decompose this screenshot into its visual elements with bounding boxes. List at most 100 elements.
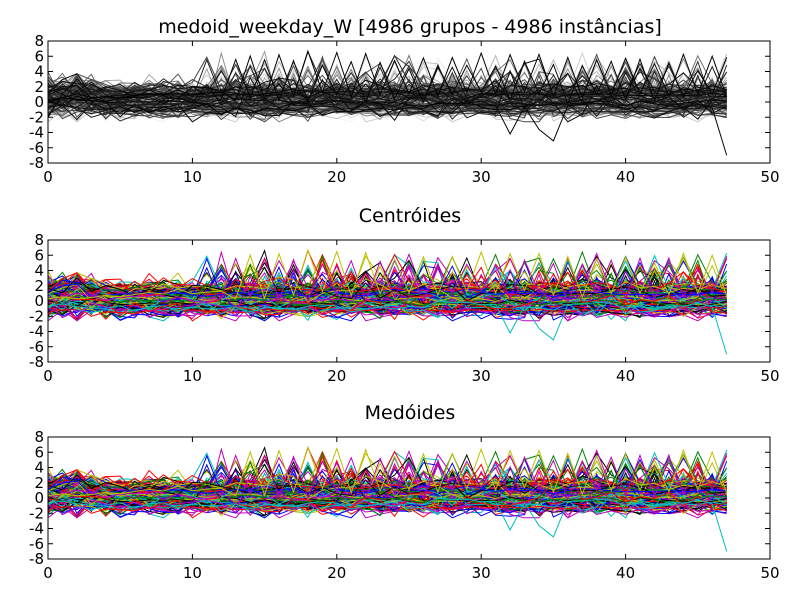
series-line (47, 446, 727, 500)
y-tick-label: 0 (34, 292, 44, 310)
series-line (47, 460, 727, 507)
series-line (47, 256, 728, 304)
chart-panel-3: Medóides 8 6 4 2 0 -2 -4 -6 -8 0 10 20 3… (29, 402, 780, 582)
x-tick-label: 40 (616, 168, 635, 186)
y-tick-label: -8 (29, 353, 44, 371)
y-tick-label: -4 (29, 323, 44, 341)
series-line (47, 271, 727, 322)
y-tick-label: -8 (29, 550, 44, 568)
y-tick-label: -6 (29, 535, 44, 553)
series-line (47, 73, 727, 119)
series-lines-2 (47, 248, 728, 355)
y-tick-label: -2 (29, 108, 44, 126)
series-line (47, 478, 727, 504)
series-line (47, 272, 727, 318)
series-line (47, 497, 728, 552)
series-line (47, 249, 727, 303)
x-tick-label: 40 (616, 564, 635, 582)
x-tick-label: 10 (183, 367, 202, 385)
series-line (47, 460, 727, 516)
series-line (47, 64, 727, 120)
y-tick-labels-3: 8 6 4 2 0 -2 -4 -6 -8 (29, 428, 44, 568)
series-line (47, 72, 727, 123)
y-tick-label: 6 (34, 47, 44, 65)
chart-panel-1: medoid_weekday_W [4986 grupos - 4986 ins… (29, 16, 780, 186)
y-tick-label: 4 (34, 262, 44, 280)
y-tick-label: 2 (34, 78, 44, 96)
y-tick-label: 8 (34, 32, 44, 50)
x-tick-label: 10 (183, 564, 202, 582)
series-line (47, 82, 727, 108)
x-tick-labels-3: 0 10 20 30 40 50 (43, 564, 779, 582)
series-lines-3 (47, 445, 728, 552)
series-line (47, 101, 728, 156)
y-tick-labels-1: 8 6 4 2 0 -2 -4 -6 -8 (29, 32, 44, 172)
series-line (47, 272, 727, 317)
y-tick-label: 2 (34, 474, 44, 492)
series-line (47, 468, 727, 519)
series-line (47, 470, 727, 519)
series-line (47, 74, 727, 123)
x-tick-label: 50 (760, 564, 779, 582)
axes-frame-2 (47, 239, 771, 363)
series-line (47, 456, 728, 503)
x-tick-label: 20 (327, 564, 346, 582)
y-tick-labels-2: 8 6 4 2 0 -2 -4 -6 -8 (29, 231, 44, 371)
x-tick-label: 20 (327, 168, 346, 186)
series-line (47, 453, 728, 501)
series-line (47, 57, 728, 105)
series-line (47, 65, 728, 110)
x-tick-label: 0 (43, 367, 53, 385)
x-tick-labels-2: 0 10 20 30 40 50 (43, 367, 779, 385)
x-tick-label: 20 (327, 367, 346, 385)
y-tick-label: -6 (29, 338, 44, 356)
x-tick-label: 30 (472, 367, 491, 385)
series-line (47, 445, 728, 497)
y-tick-label: -2 (29, 504, 44, 522)
series-line (47, 473, 727, 500)
series-line (47, 263, 727, 310)
series-line (47, 268, 727, 322)
x-tick-label: 10 (183, 168, 202, 186)
x-tick-label: 30 (472, 168, 491, 186)
series-line (47, 62, 727, 96)
series-line (47, 77, 727, 104)
series-line (47, 478, 727, 503)
x-tick-label: 50 (760, 367, 779, 385)
y-tick-label: 8 (34, 428, 44, 446)
x-tick-label: 40 (616, 367, 635, 385)
x-tick-label: 50 (760, 168, 779, 186)
x-tick-labels-1: 0 10 20 30 40 50 (43, 168, 779, 186)
chart-title-3: Medóides (365, 402, 456, 424)
chart-panel-2: Centróides 8 6 4 2 0 -2 -4 -6 -8 0 10 20… (29, 205, 780, 385)
axes-frame-3 (47, 436, 771, 560)
y-tick-label: 6 (34, 443, 44, 461)
y-tick-label: -4 (29, 520, 44, 538)
axes-frame-1 (47, 40, 771, 164)
y-tick-label: 2 (34, 277, 44, 295)
x-tick-label: 0 (43, 564, 53, 582)
series-line (47, 273, 727, 322)
y-tick-label: 4 (34, 459, 44, 477)
series-line (47, 64, 727, 111)
series-line (47, 469, 727, 515)
series-line (47, 261, 727, 295)
y-tick-label: -6 (29, 139, 44, 157)
series-line (47, 50, 727, 104)
series-line (47, 69, 727, 123)
y-tick-label: 6 (34, 246, 44, 264)
y-tick-label: -2 (29, 307, 44, 325)
series-line (47, 276, 727, 303)
y-tick-label: 0 (34, 489, 44, 507)
series-line (47, 264, 728, 309)
y-tick-label: -8 (29, 154, 44, 172)
series-line (47, 60, 728, 107)
series-line (47, 73, 727, 118)
series-line (47, 458, 727, 492)
series-line (47, 281, 727, 307)
series-line (47, 248, 728, 300)
series-line (47, 300, 728, 355)
series-line (47, 461, 728, 506)
x-tick-label: 0 (43, 168, 53, 186)
chart-title-1: medoid_weekday_W [4986 grupos - 4986 ins… (158, 16, 662, 38)
